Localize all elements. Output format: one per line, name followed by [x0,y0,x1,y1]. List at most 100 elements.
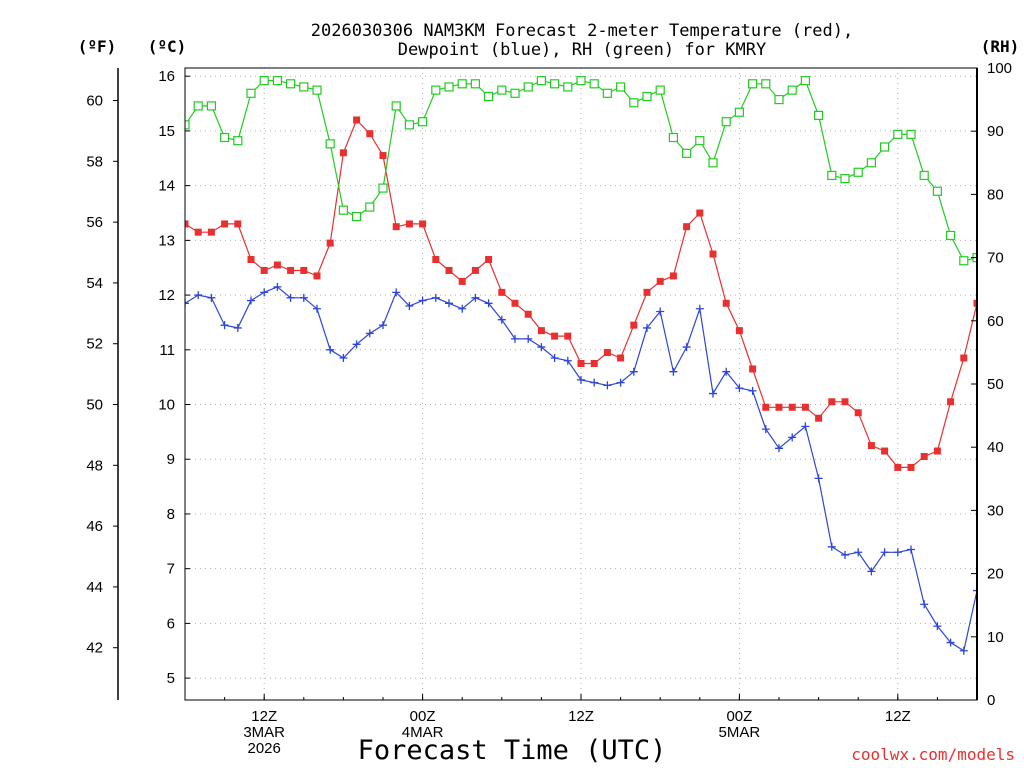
dewpoint-point [185,299,189,308]
temperature-point [854,409,862,417]
dewpoint-point [814,474,823,483]
dewpoint-point [748,386,757,395]
temperature-point [260,266,268,274]
dewpoint-point [867,567,876,576]
dewpoint-point [669,367,678,376]
dewpoint-point [326,345,335,354]
rh-point [800,76,811,86]
temperature-point [828,398,836,406]
temperature-point [815,414,823,422]
rh-point [259,76,269,86]
rh-point [959,256,969,266]
temperature-point [326,239,334,247]
rh-point [272,76,282,86]
temperature-point [551,332,559,340]
dewpoint-point [682,343,691,352]
temperature-point [933,447,941,455]
dewpoint-point [458,304,467,313]
temperature-point [564,332,572,340]
rh-point [866,158,877,168]
rh-point [185,120,190,130]
temperature-point [617,354,625,362]
rh-point [655,85,665,95]
celsius-tick-label: 13 [158,232,175,249]
dewpoint-point [365,329,374,338]
rh-point [787,85,797,95]
dewpoint-series [185,282,977,655]
rh-point [668,132,679,143]
rh-tick-label: 40 [987,439,1004,456]
rh-point [840,174,850,184]
temperature-point [273,261,281,269]
dewpoint-point [920,600,929,609]
temperature-point [907,463,915,471]
temperature-point [709,250,717,258]
temperature-point [577,359,585,367]
dewpoint-point [973,586,977,595]
dewpoint-point [233,323,242,332]
temperature-point [973,299,977,307]
rh-point [206,101,216,111]
rh-tick-label: 60 [987,313,1004,330]
temperature-point [287,266,295,274]
dewpoint-point [709,389,717,398]
temperature-point [643,288,651,296]
rh-point [615,82,626,92]
dewpoint-point [550,354,559,363]
rh-point [813,110,824,121]
fahrenheit-tick-label: 56 [86,214,103,231]
rh-point [299,82,309,92]
temperature-point [221,220,229,228]
temperature-point [947,398,955,406]
temperature-point [881,447,889,455]
temperature-point [207,228,215,236]
rh-point [338,205,348,215]
dewpoint-point [590,378,599,387]
dewpoint-point [286,293,295,302]
dewpoint-point [484,299,493,308]
rh-point [721,117,731,127]
temperature-point [867,442,875,450]
fahrenheit-tick-label: 60 [86,93,103,110]
rh-point [286,79,296,89]
rh-point [404,120,414,130]
temperature-point [300,266,308,274]
x-tick-label: 2026 [248,740,281,757]
rh-tick-label: 0 [987,692,995,709]
fahrenheit-tick-label: 48 [86,457,103,474]
series-layer [185,76,977,655]
rh-point [510,88,520,98]
temperature-point [788,403,796,411]
rh-tick-label: 80 [987,186,1004,203]
dewpoint-point [933,622,942,631]
temperature-series [185,116,977,471]
dewpoint-point [735,384,744,393]
fahrenheit-axis-label: (ºF) [78,37,117,56]
temperature-point [537,327,545,335]
rh-point [589,79,599,89]
dewpoint-point [471,293,480,302]
celsius-tick-label: 6 [167,615,175,632]
temperature-point [735,327,743,335]
temperature-point [841,398,849,406]
rh-point [761,79,771,89]
rh-point [523,82,533,92]
rh-point [431,85,441,95]
rh-point [536,76,547,86]
temperature-point [366,130,374,138]
temperature-point [920,453,928,461]
dewpoint-point [893,548,902,557]
chart-subtitle: Dewpoint (blue), RH (green) for KMRY [398,40,766,60]
axes-layer [117,67,978,701]
dewpoint-point [313,304,321,313]
dewpoint-point [511,334,519,343]
celsius-axis-label: (ºC) [148,37,187,56]
rh-point [945,230,956,241]
rh-point [193,101,203,111]
celsius-tick-label: 12 [158,287,175,304]
rh-tick-label: 10 [987,629,1004,646]
rh-point [695,136,705,146]
x-tick-label: 00Z [410,708,436,725]
dewpoint-point [695,304,704,313]
dewpoint-point [220,321,229,330]
